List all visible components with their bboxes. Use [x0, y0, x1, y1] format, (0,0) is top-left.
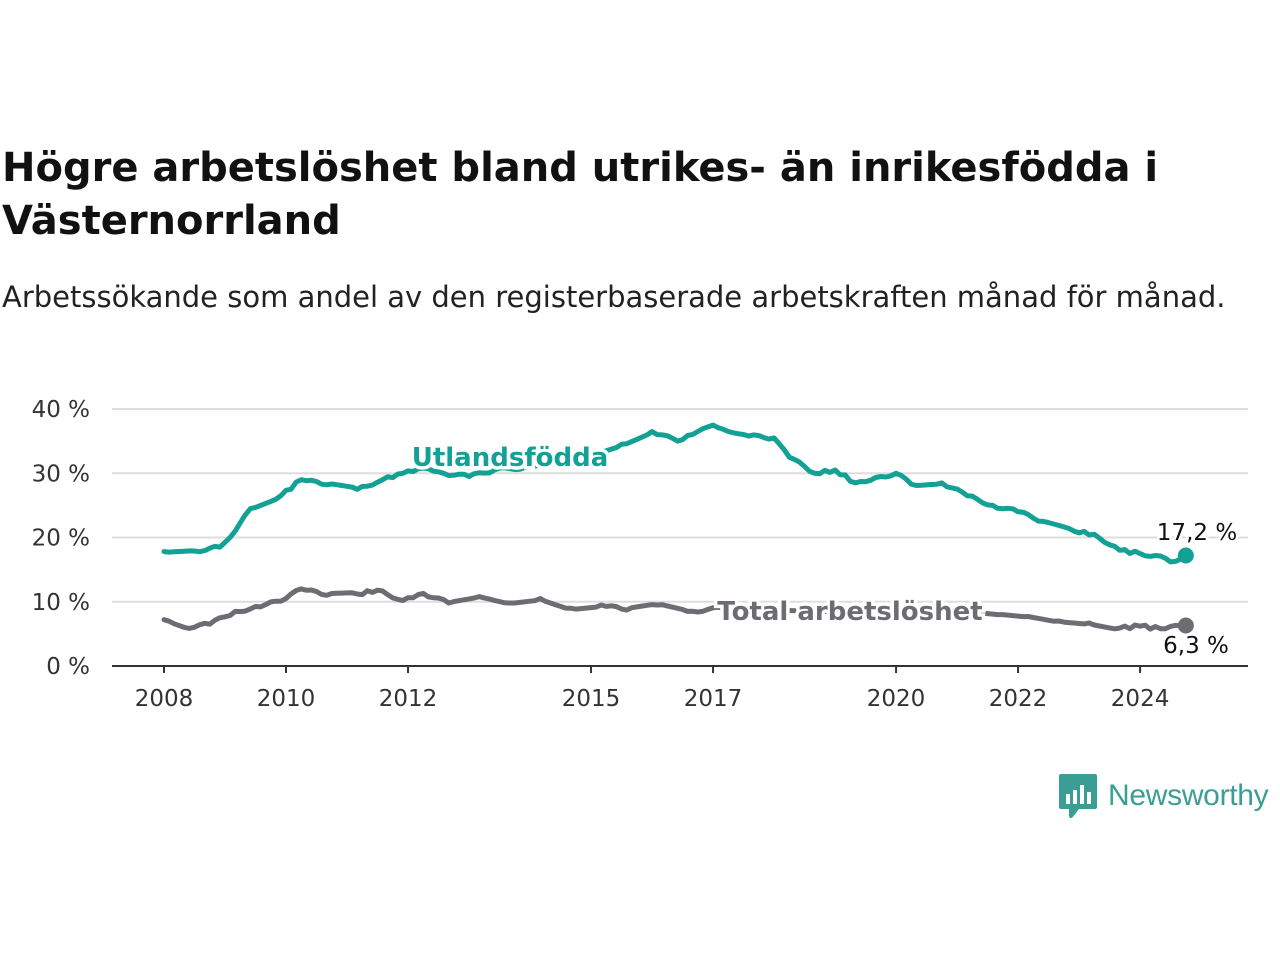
series-line — [161, 422, 1189, 565]
x-tick-label: 2020 — [867, 686, 926, 712]
x-tick-label: 2024 — [1111, 686, 1170, 712]
x-tick-label: 2012 — [379, 686, 438, 712]
grid-lines — [112, 408, 1248, 603]
series-labels: Utlandsfödda 17,2 % Total arbetslöshet 6,3 … — [408, 440, 1239, 662]
y-tick-label: 10 % — [32, 590, 90, 616]
y-tick-label: 0 % — [46, 654, 90, 680]
series-line — [161, 586, 1189, 632]
y-axis: 0 % 10 % 20 % 30 % 40 % — [32, 397, 90, 680]
x-tick-label: 2010 — [257, 686, 316, 712]
series-end-value-label: 17,2 % — [1157, 520, 1237, 546]
newsworthy-logo-text: Newsworthy — [1108, 779, 1269, 812]
y-tick-label: 20 % — [32, 526, 90, 552]
newsworthy-logo-icon — [1059, 774, 1097, 818]
series-end-value-label: 6,3 % — [1163, 633, 1229, 659]
line-chart: 0 % 10 % 20 % 30 % 40 % 2008 2010 2012 2015 2017… — [32, 397, 1248, 712]
x-tick-label: 2017 — [684, 686, 743, 712]
chart-subtitle: Arbetssökande som andel av den registerb… — [2, 280, 1226, 314]
chart-title: Högre arbetslöshet bland utrikes- än inr… — [2, 145, 1159, 244]
y-tick-label: 40 % — [32, 397, 90, 423]
series-name-label: Total arbetslöshet — [717, 597, 982, 627]
x-tick-label: 2022 — [989, 686, 1048, 712]
x-tick-label: 2008 — [135, 686, 194, 712]
newsworthy-logo: Newsworthy — [1058, 773, 1280, 819]
series-end-point — [1177, 617, 1194, 634]
y-tick-label: 30 % — [32, 461, 90, 487]
x-axis: 2008 2010 2012 2015 2017 2020 2022 2024 — [112, 665, 1248, 712]
series-name-label: Utlandsfödda — [412, 443, 609, 473]
series-end-point — [1177, 547, 1194, 564]
series-lines — [161, 422, 1194, 634]
x-tick-label: 2015 — [562, 686, 621, 712]
